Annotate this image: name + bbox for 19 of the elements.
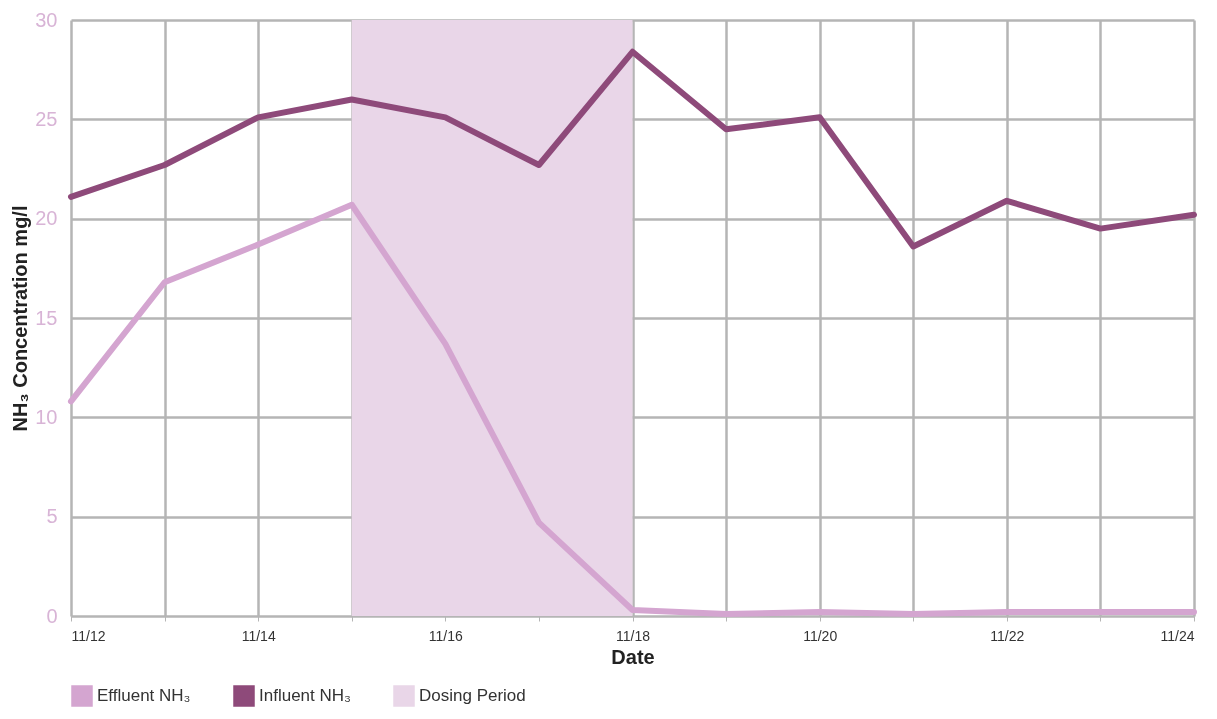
x-tick-label: 11/16 (428, 627, 464, 644)
legend-label: Effluent NH₃ (97, 686, 191, 705)
y-tick-label: 30 (35, 8, 58, 31)
y-tick-label: 20 (35, 207, 58, 230)
x-tick-label: 11/12 (71, 627, 106, 644)
y-tick-label: 0 (46, 604, 58, 627)
y-axis-title: NH₃ Concentration mg/l (9, 205, 32, 432)
legend-label: Influent NH₃ (259, 686, 351, 705)
x-tick-label: 11/14 (241, 627, 276, 644)
x-tick-label: 11/20 (803, 627, 838, 644)
x-axis-title: Date (611, 645, 655, 668)
y-tick-label: 25 (35, 107, 58, 130)
y-tick-label: 15 (35, 306, 58, 329)
x-tick-label: 11/24 (1160, 627, 1195, 644)
y-tick-label: 10 (35, 405, 58, 428)
legend-label: Dosing Period (419, 686, 526, 705)
y-tick-label: 5 (46, 505, 58, 528)
x-tick-label: 11/18 (616, 627, 651, 644)
x-tick-label: 11/22 (990, 627, 1025, 644)
